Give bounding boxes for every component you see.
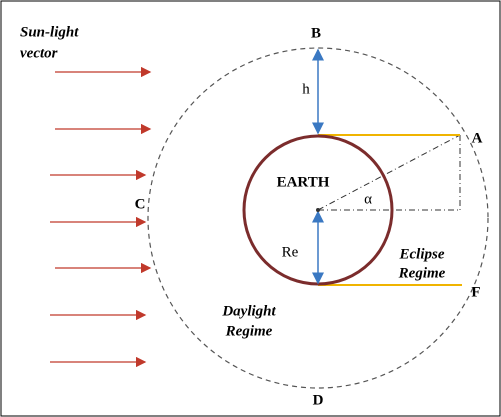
sunlight-arrows xyxy=(50,66,152,368)
eclipse-label: Eclipse xyxy=(399,246,445,262)
orbit xyxy=(147,47,489,389)
alpha-label: α xyxy=(364,191,372,207)
h-label: h xyxy=(302,81,310,97)
point-label: F xyxy=(471,284,480,300)
point-label: B xyxy=(311,25,321,41)
point-label: D xyxy=(313,392,324,408)
re-label: Re xyxy=(282,244,299,260)
title: Sun-light xyxy=(20,24,79,40)
point-label: A xyxy=(472,130,483,146)
earth-label: EARTH xyxy=(277,174,330,190)
geometry-lines xyxy=(317,134,461,211)
shadow-lines xyxy=(318,134,462,286)
daylight-label: Daylight xyxy=(221,303,276,319)
earth-center xyxy=(316,208,320,212)
daylight-label: Regime xyxy=(225,323,273,339)
point-label: C xyxy=(135,196,146,212)
eclipse-label: Regime xyxy=(398,265,446,281)
title: vector xyxy=(20,45,58,61)
